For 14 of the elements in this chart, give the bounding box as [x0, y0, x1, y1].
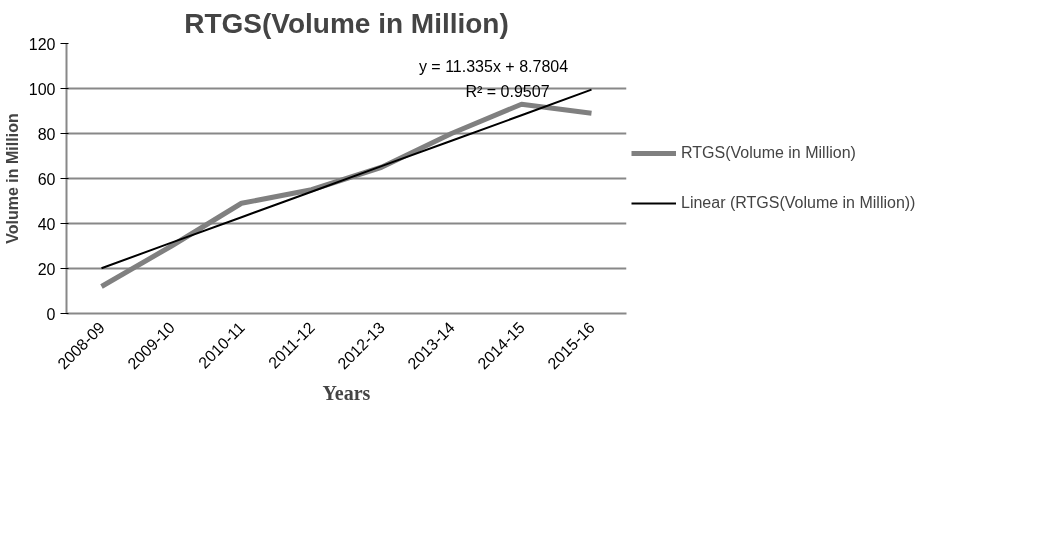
- annotation: y = 11.335x + 8.7804: [418, 58, 569, 75]
- legend-label: RTGS(Volume in Million): [681, 144, 856, 162]
- y-tick-label: 40: [37, 215, 56, 233]
- x-axis-title: Years: [322, 382, 371, 405]
- y-tick-label: 100: [28, 80, 56, 98]
- y-tick-label: 0: [46, 305, 56, 323]
- y-tick-label: 20: [37, 260, 56, 278]
- y-tick-label: 60: [37, 170, 56, 188]
- annotation: R² = 0.9507: [465, 82, 550, 100]
- chart-title: RTGS(Volume in Million): [184, 7, 509, 39]
- y-tick-label: 120: [28, 35, 56, 53]
- y-tick-label: 80: [37, 125, 56, 143]
- y-axis-title: Volume in Million: [3, 113, 21, 244]
- legend-label: Linear (RTGS(Volume in Million)): [681, 194, 916, 212]
